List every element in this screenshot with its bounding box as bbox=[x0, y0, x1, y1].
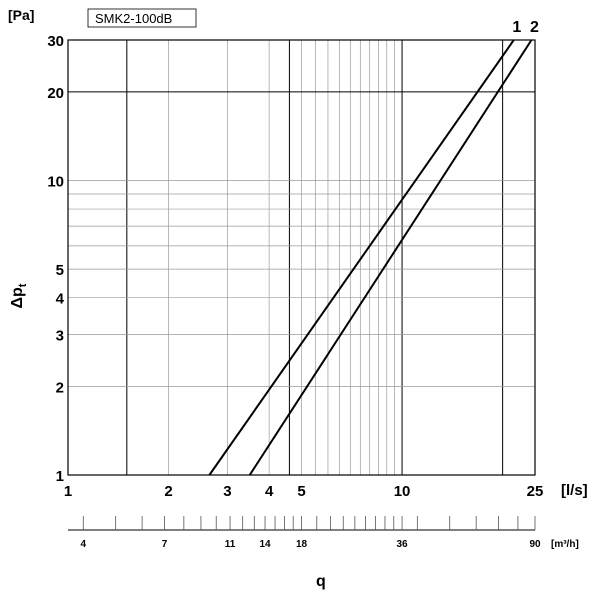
y-tick-label: 2 bbox=[56, 379, 64, 396]
x-tick-label: 2 bbox=[164, 483, 172, 500]
y-axis-label: Δpt bbox=[9, 283, 29, 308]
y-tick-label: 4 bbox=[56, 291, 65, 308]
labels: [Pa] SMK2-100dB [l/s] [m³/h] q Δpt bbox=[8, 7, 588, 590]
x2-tick-label: 90 bbox=[529, 539, 541, 550]
y-tick-label: 10 bbox=[47, 174, 64, 191]
grid bbox=[68, 40, 535, 475]
series-line-2 bbox=[248, 39, 533, 476]
x-tick-label: 25 bbox=[527, 483, 544, 500]
secondary-axis: 4 7 11 14 18 36 90 bbox=[68, 516, 541, 550]
y-unit-label: [Pa] bbox=[8, 7, 34, 23]
y-tick-label: 1 bbox=[56, 468, 64, 485]
x2-tick-label: 11 bbox=[225, 539, 236, 550]
x2-tick-label: 4 bbox=[81, 539, 87, 550]
x-tick-label: 10 bbox=[394, 483, 411, 500]
y-axis-label-main: Δp bbox=[9, 287, 26, 309]
y-axis-label-sub: t bbox=[17, 283, 29, 287]
plot-border bbox=[67, 39, 536, 476]
plot-frame bbox=[67, 39, 536, 476]
chart-badge-box bbox=[87, 8, 197, 28]
y-tick-label: 20 bbox=[47, 85, 64, 102]
y-tick-label: 3 bbox=[56, 327, 64, 344]
x2-unit-label: [m³/h] bbox=[551, 539, 579, 550]
x2-tick-label: 14 bbox=[259, 539, 271, 550]
series-label-1: 1 bbox=[512, 19, 521, 36]
series-label-2: 2 bbox=[530, 19, 539, 36]
svg-text:Δpt: Δpt bbox=[9, 283, 29, 308]
x-tick-label: 3 bbox=[223, 483, 231, 500]
x-tick-label: 4 bbox=[265, 483, 274, 500]
x2-tick-label: 36 bbox=[397, 539, 409, 550]
x2-tick-label: 18 bbox=[296, 539, 308, 550]
x2-tick-label: 7 bbox=[162, 539, 168, 550]
x-unit-label: [l/s] bbox=[561, 482, 588, 499]
tick-labels: 1 2 3 4 5 10 25 1 2 3 4 5 10 20 30 bbox=[47, 33, 543, 500]
x-axis-label: q bbox=[316, 573, 326, 590]
x-tick-label: 1 bbox=[64, 483, 72, 500]
y-tick-label: 5 bbox=[56, 262, 64, 279]
y-tick-label: 30 bbox=[47, 33, 64, 50]
chart-badge: SMK2-100dB bbox=[95, 11, 172, 26]
x-tick-label: 5 bbox=[297, 483, 305, 500]
series-line-1 bbox=[208, 39, 515, 476]
